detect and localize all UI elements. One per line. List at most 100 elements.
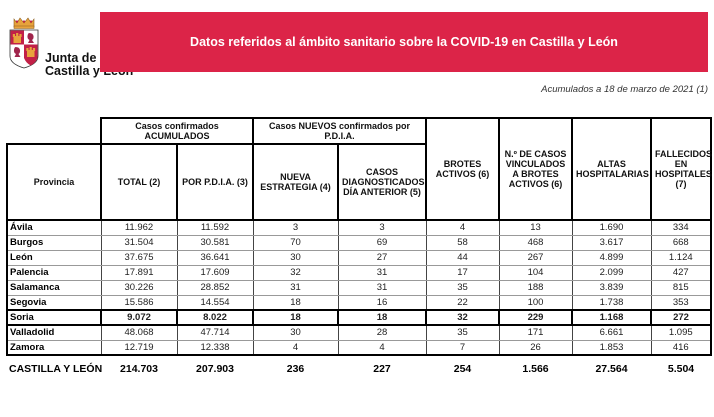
table-cell: 668 bbox=[650, 234, 712, 251]
table-cell: 15.586 bbox=[100, 294, 178, 311]
table-cell: 12.338 bbox=[176, 339, 254, 356]
table-cell: 47.714 bbox=[176, 324, 254, 341]
table-cell: 1.124 bbox=[650, 249, 712, 266]
table-cell: 31 bbox=[337, 264, 427, 281]
junta-logo: Junta de Castilla y León bbox=[6, 8, 133, 80]
table-cell: 30.226 bbox=[100, 279, 178, 296]
province-name: Valladolid bbox=[6, 324, 102, 341]
table-cell: 3.617 bbox=[571, 234, 652, 251]
table-cell: 18 bbox=[252, 309, 339, 326]
table-footer: CASTILLA Y LEÓN 214.703 207.903 236 227 254 1… bbox=[7, 355, 711, 379]
table-cell: 35 bbox=[425, 324, 500, 341]
table-header: Casos confirmados ACUMULADOS Casos NUEVO… bbox=[6, 117, 712, 221]
table-cell: 3 bbox=[252, 219, 339, 236]
table-cell: 272 bbox=[650, 309, 712, 326]
totals-cell: 254 bbox=[453, 363, 472, 375]
table-cell: 30 bbox=[252, 324, 339, 341]
table-cell: 8.022 bbox=[176, 309, 254, 326]
table-cell: 27 bbox=[337, 249, 427, 266]
totals-cell: 207.903 bbox=[196, 363, 234, 375]
province-name: Segovia bbox=[6, 294, 102, 311]
table-cell: 13 bbox=[498, 219, 573, 236]
logo-line1: Junta de bbox=[45, 51, 97, 65]
page-title: Datos referidos al ámbito sanitario sobr… bbox=[190, 35, 618, 49]
table-cell: 1.738 bbox=[571, 294, 652, 311]
shield-shape bbox=[9, 29, 39, 69]
table-cell: 6.661 bbox=[571, 324, 652, 341]
col-header-vinculados: N.º DE CASOS VINCULADOS A BROTES ACTIVOS… bbox=[498, 117, 573, 221]
covid-data-table: Casos confirmados ACUMULADOS Casos NUEVO… bbox=[6, 117, 712, 379]
table-cell: 32 bbox=[252, 264, 339, 281]
province-name: Salamanca bbox=[6, 279, 102, 296]
table-row: Zamora 12.719 12.338 4 4 7 26 1.853 416 bbox=[6, 339, 712, 356]
table-cell: 4 bbox=[252, 339, 339, 356]
table-cell: 35 bbox=[425, 279, 500, 296]
coat-of-arms-icon bbox=[6, 15, 42, 80]
table-cell: 30.581 bbox=[176, 234, 254, 251]
table-cell: 2.099 bbox=[571, 264, 652, 281]
crown-shape bbox=[13, 17, 35, 29]
table-cell: 28.852 bbox=[176, 279, 254, 296]
table-cell: 1.168 bbox=[571, 309, 652, 326]
table-cell: 229 bbox=[498, 309, 573, 326]
col-header-por-pdia: POR P.D.I.A. (3) bbox=[176, 143, 254, 221]
col-header-altas: ALTAS HOSPITALARIAS bbox=[571, 117, 652, 221]
province-name: Soria bbox=[6, 309, 102, 326]
province-name: Ávila bbox=[6, 219, 102, 236]
table-row: Valladolid 48.068 47.714 30 28 35 171 6.661 1.09… bbox=[6, 324, 712, 341]
table-cell: 1.095 bbox=[650, 324, 712, 341]
totals-cell: 5.504 bbox=[667, 363, 695, 375]
table-cell: 28 bbox=[337, 324, 427, 341]
title-banner: Datos referidos al ámbito sanitario sobr… bbox=[100, 12, 708, 72]
table-cell: 58 bbox=[425, 234, 500, 251]
table-cell: 18 bbox=[337, 309, 427, 326]
table-cell: 14.554 bbox=[176, 294, 254, 311]
table-cell: 815 bbox=[650, 279, 712, 296]
table-cell: 44 bbox=[425, 249, 500, 266]
table-cell: 7 bbox=[425, 339, 500, 356]
table-cell: 416 bbox=[650, 339, 712, 356]
table-cell: 171 bbox=[498, 324, 573, 341]
table-cell: 11.592 bbox=[176, 219, 254, 236]
group-header-nuevos: Casos NUEVOS confirmados por P.D.I.A. bbox=[252, 117, 427, 145]
table-row: Segovia 15.586 14.554 18 16 22 100 1.738 353 bbox=[6, 294, 712, 311]
province-name: Palencia bbox=[6, 264, 102, 281]
table-cell: 16 bbox=[337, 294, 427, 311]
table-cell: 36.641 bbox=[176, 249, 254, 266]
table-row: Burgos 31.504 30.581 70 69 58 468 3.617 668 bbox=[6, 234, 712, 251]
table-cell: 427 bbox=[650, 264, 712, 281]
totals-cell: 1.566 bbox=[522, 363, 549, 375]
table-cell: 9.072 bbox=[100, 309, 178, 326]
table-cell: 3.839 bbox=[571, 279, 652, 296]
table-cell: 26 bbox=[498, 339, 573, 356]
province-name: Burgos bbox=[6, 234, 102, 251]
table-cell: 100 bbox=[498, 294, 573, 311]
table-cell: 31.504 bbox=[100, 234, 178, 251]
table-cell: 267 bbox=[498, 249, 573, 266]
totals-label: CASTILLA Y LEÓN bbox=[9, 363, 103, 375]
table-cell: 17.609 bbox=[176, 264, 254, 281]
table-cell: 3 bbox=[337, 219, 427, 236]
table-cell: 104 bbox=[498, 264, 573, 281]
table-cell: 11.962 bbox=[100, 219, 178, 236]
table-cell: 468 bbox=[498, 234, 573, 251]
table-row: Ávila 11.962 11.592 3 3 4 13 1.690 334 bbox=[6, 219, 712, 236]
table-row: Palencia 17.891 17.609 32 31 17 104 2.099 427 bbox=[6, 264, 712, 281]
table-cell: 31 bbox=[252, 279, 339, 296]
table-row: León 37.675 36.641 30 27 44 267 4.899 1.124 bbox=[6, 249, 712, 266]
table-body: Ávila 11.962 11.592 3 3 4 13 1.690 334 Burgos 31.5… bbox=[6, 219, 712, 356]
table-row: Salamanca 30.226 28.852 31 31 35 188 3.839 815 bbox=[6, 279, 712, 296]
table-cell: 17.891 bbox=[100, 264, 178, 281]
table-cell: 1.690 bbox=[571, 219, 652, 236]
table-cell: 31 bbox=[337, 279, 427, 296]
col-header-provincia: Provincia bbox=[6, 143, 102, 221]
corner-empty-cell bbox=[7, 118, 101, 144]
table-cell: 4 bbox=[425, 219, 500, 236]
table-cell: 1.853 bbox=[571, 339, 652, 356]
table-cell: 69 bbox=[337, 234, 427, 251]
table-cell: 37.675 bbox=[100, 249, 178, 266]
table-cell: 32 bbox=[425, 309, 500, 326]
table-cell: 188 bbox=[498, 279, 573, 296]
province-name: Zamora bbox=[6, 339, 102, 356]
